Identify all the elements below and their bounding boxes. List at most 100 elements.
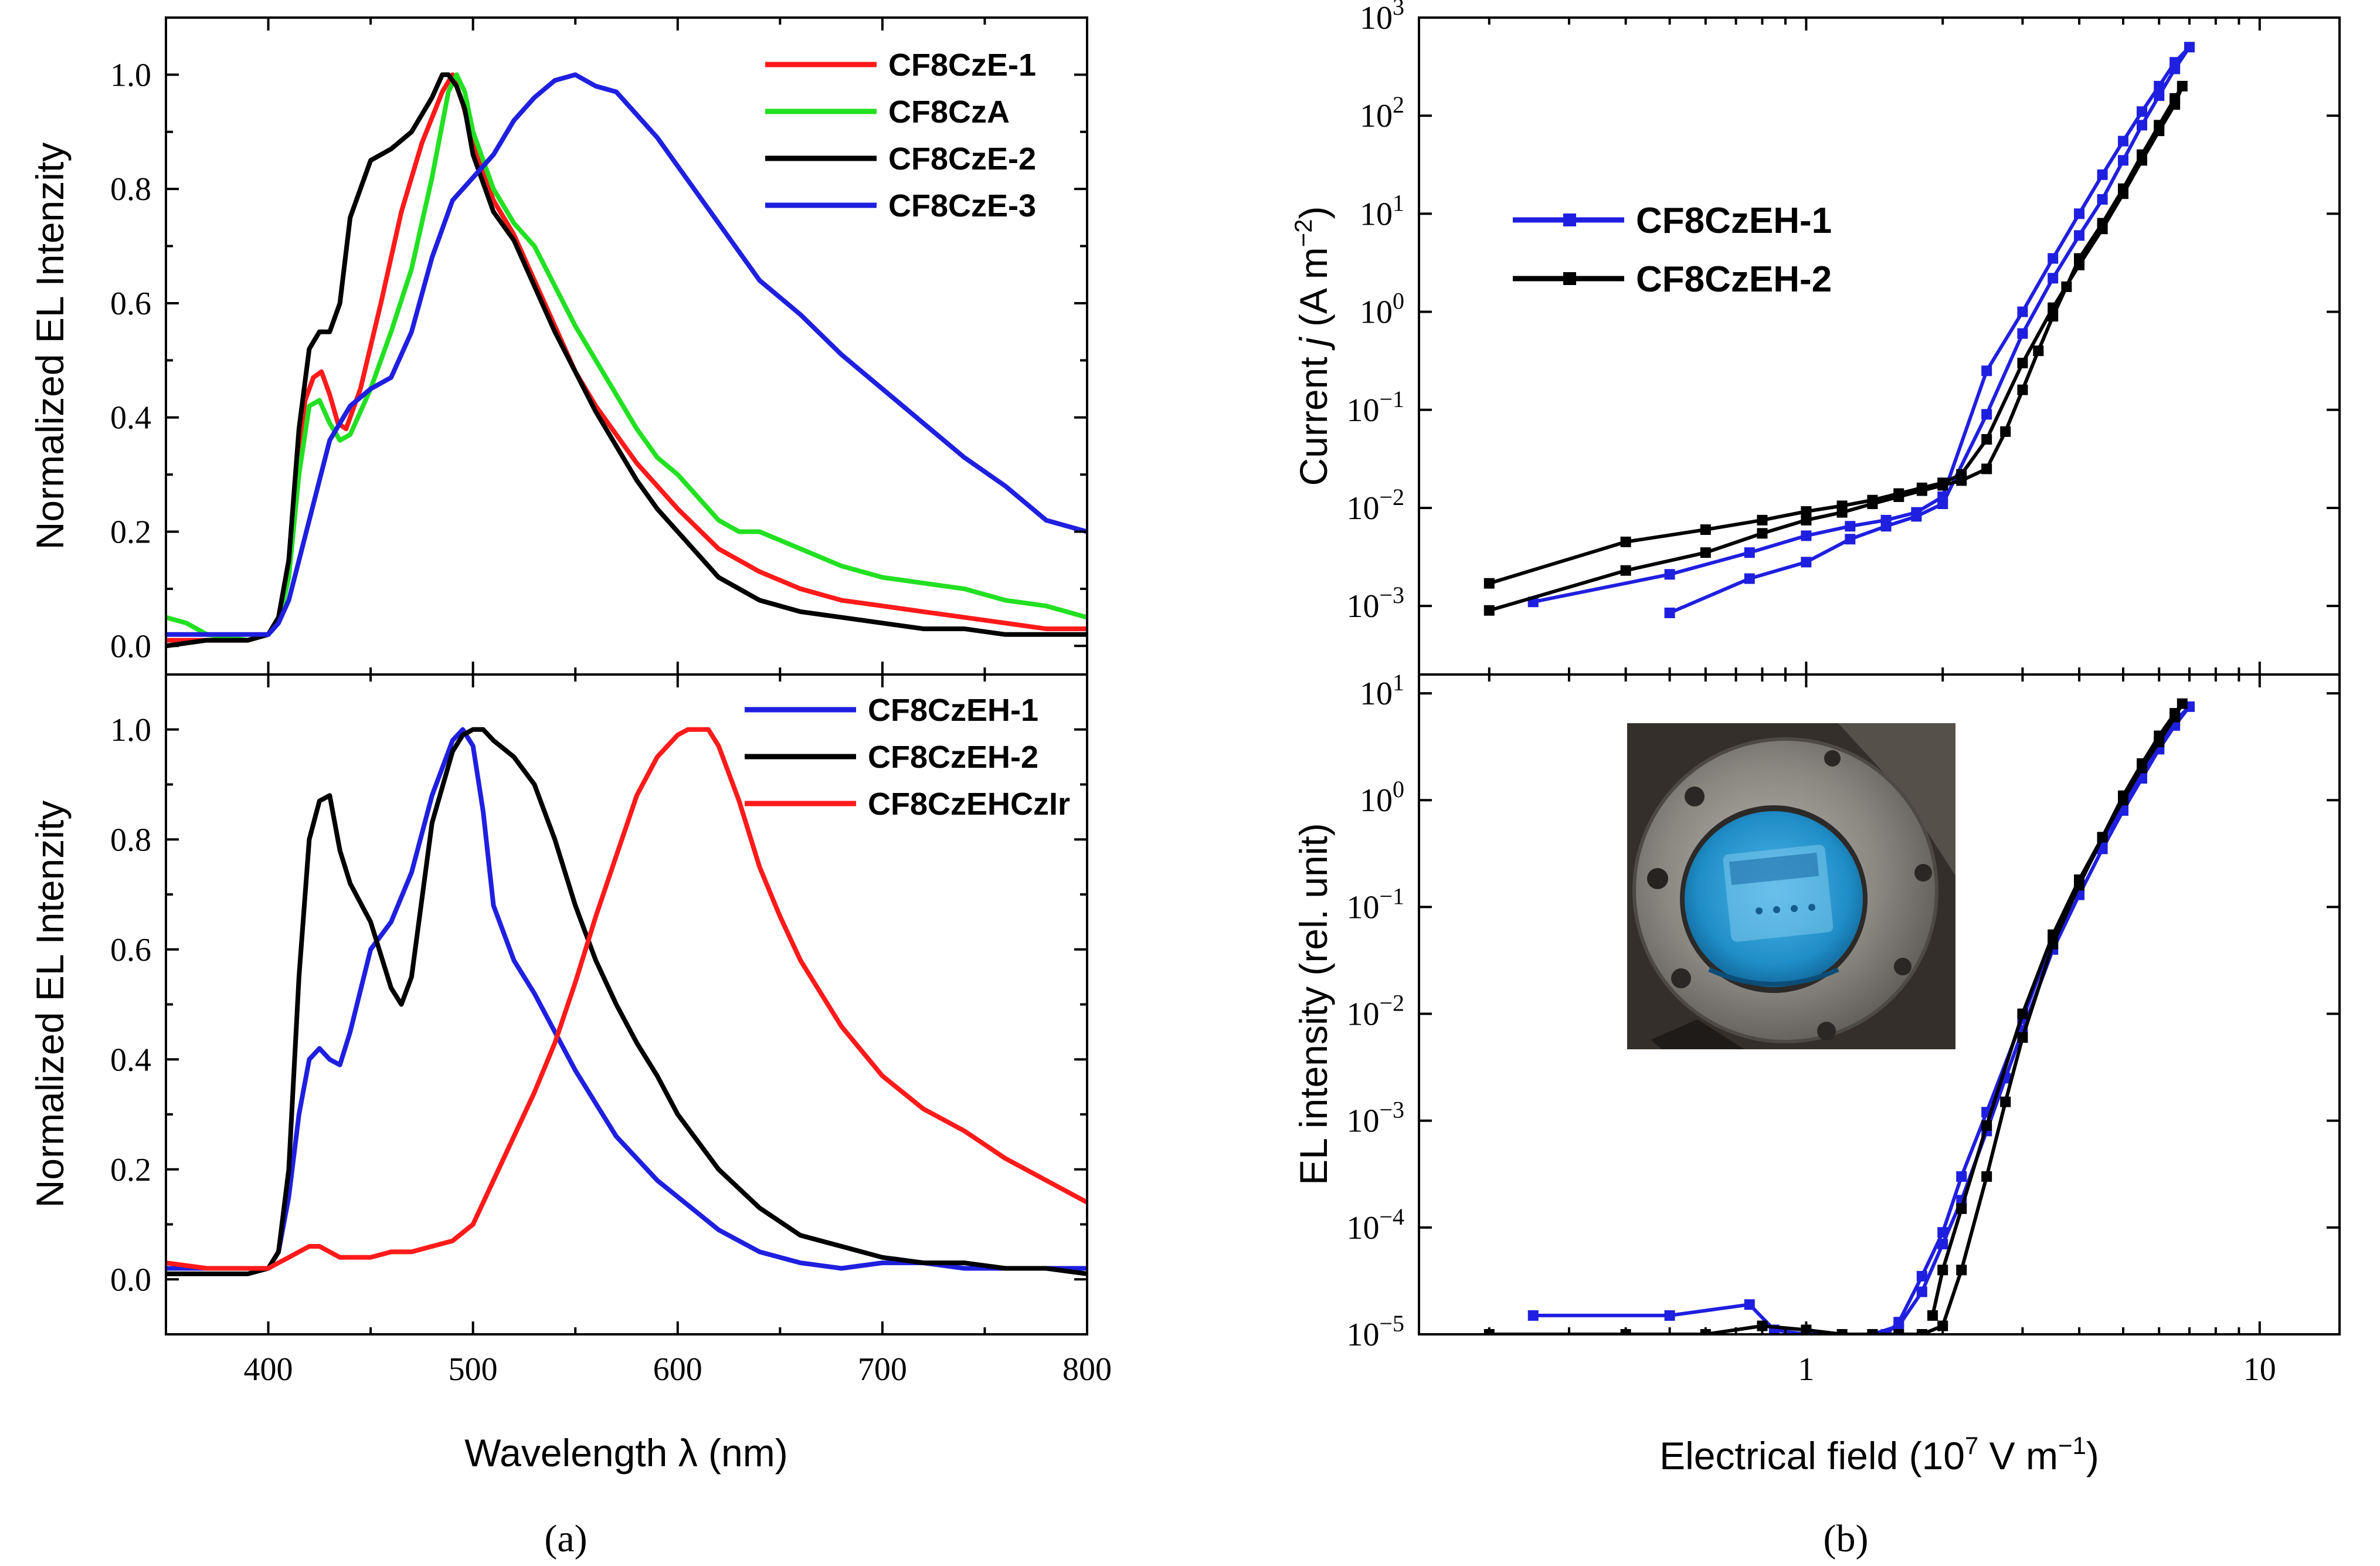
a-top-y-tick-label: 0.2 (110, 514, 151, 551)
a-top-legend-label: CF8CzE-2 (888, 141, 1036, 177)
b-top-point-cf8czeh-1 (2074, 208, 2085, 219)
a-top-legend: CF8CzE-1 CF8CzA CF8CzE-2 CF8CzE-3 (765, 48, 1036, 223)
b-bottom-point-cf8czeh-1 (1937, 1239, 1948, 1250)
b-top-point-cf8czeh-1 (2097, 169, 2108, 180)
b-top-y-tick-label: 10−3 (1346, 582, 1404, 625)
b-bottom-y-axis-title: EL intensity (rel. unit) (1292, 823, 1335, 1185)
a-top-y-tick-label: 0.4 (110, 400, 151, 436)
b-top-point-cf8czeh-1 (2017, 306, 2028, 317)
b-bottom-y-tick-label: 10−1 (1346, 883, 1404, 926)
a-bottom-x-tick-label: 400 (244, 1351, 293, 1388)
b-top-point-cf8czeh-1 (2074, 230, 2085, 241)
a-top-series-cf8cze-3 (166, 72, 1087, 637)
b-top-plot-frame (1418, 16, 2341, 676)
a-bottom-y-tick-label: 0.4 (110, 1042, 151, 1078)
b-bottom-x-tick-label: 10 (2243, 1351, 2276, 1388)
a-top-legend-label: CF8CzE-1 (888, 48, 1036, 83)
b-top-y-tick-label: 100 (1360, 288, 1404, 331)
a-bottom-x-tick-label: 600 (653, 1351, 702, 1388)
b-bottom-y-tick-label: 100 (1360, 776, 1404, 819)
b-top-point-cf8czeh-2 (2033, 345, 2044, 357)
b-bottom-point-cf8czeh-2 (1757, 1320, 1768, 1331)
b-top-point-cf8czeh-2 (1483, 605, 1495, 616)
b-top-point-cf8czeh-2 (2048, 311, 2059, 322)
b-top-point-cf8czeh-1 (1937, 491, 1948, 502)
b-top-point-cf8czeh-1 (1845, 521, 1856, 532)
b-bottom-point-cf8czeh-2 (2169, 711, 2181, 723)
b-top-point-cf8czeh-2 (2074, 259, 2085, 270)
b-top-point-cf8czeh-2 (1801, 506, 1812, 517)
b-top-point-cf8czeh-1 (1801, 557, 1812, 568)
b-top-point-cf8czeh-2 (1836, 500, 1848, 511)
b-top-legend: CF8CzEH-1 CF8CzEH-2 (1513, 201, 1832, 300)
a-top-y-tick-label: 0.6 (110, 286, 151, 322)
b-top-y-tick-label: 102 (1360, 91, 1404, 134)
a-bottom-legend-label: CF8CzEH-2 (868, 740, 1038, 775)
b-top-y-tick-label: 10−1 (1346, 386, 1404, 429)
b-bottom-point-cf8czeh-2 (2017, 1032, 2028, 1043)
b-bottom-point-cf8czeh-2 (1937, 1320, 1948, 1331)
b-top-series-cf8czeh-2 (1488, 84, 2184, 612)
b-top-legend-marker (1563, 213, 1576, 226)
b-bottom-point-cf8czeh-2 (1893, 1329, 1904, 1334)
b-top-point-cf8czeh-2 (1700, 547, 1711, 558)
b-bottom-point-cf8czeh-1 (1664, 1310, 1675, 1321)
b-top-point-cf8czeh-1 (2154, 90, 2165, 101)
a-bottom-series-cf8czeh-2 (166, 727, 1087, 1276)
b-top-legend-label: CF8CzEH-1 (1636, 201, 1832, 241)
a-bottom-y-tick-label: 0.0 (110, 1262, 151, 1298)
b-bottom-point-cf8czeh-2 (2117, 795, 2128, 806)
b-top-point-cf8czeh-1 (1880, 514, 1892, 526)
b-bottom-point-cf8czeh-2 (2154, 737, 2165, 748)
a-x-axis-title: Wavelength λ (nm) (464, 1431, 787, 1475)
b-bottom-point-cf8czeh-2 (1956, 1203, 1967, 1214)
b-bottom-y-tick-label: 10−4 (1346, 1204, 1404, 1246)
b-top-point-cf8czeh-2 (2048, 302, 2059, 313)
b-bottom-series-cf8czeh-2 (1489, 701, 2184, 1334)
a-top-series-cf8cza (166, 72, 1087, 643)
a-bottom-y-tick-label: 0.2 (110, 1152, 151, 1188)
b-bottom-point-cf8czeh-1 (1916, 1286, 1927, 1297)
b-bottom-y-tick-label: 10−2 (1346, 990, 1404, 1033)
b-bottom-point-cf8czeh-1 (1956, 1171, 1967, 1182)
b-top-point-cf8czeh-2 (2017, 384, 2028, 395)
b-top-point-cf8czeh-1 (2154, 80, 2165, 91)
a-top-legend-label: CF8CzE-3 (888, 188, 1036, 223)
b-bottom-point-cf8czeh-1 (1880, 1329, 1892, 1334)
b-top-legend-label: CF8CzEH-2 (1636, 259, 1832, 300)
b-top-y-axis-title: Current j (A m−2) (1289, 206, 1335, 486)
panel-a-top-chart: 0.00.20.40.60.81.0 CF8CzE-1CF8CzACF8CzE-… (110, 16, 1088, 676)
a-bottom-legend-label: CF8CzEHCzIr (868, 787, 1070, 822)
a-top-legend-label: CF8CzA (888, 94, 1010, 130)
b-top-point-cf8czeh-2 (1981, 463, 1992, 474)
b-top-point-cf8czeh-2 (1893, 488, 1904, 499)
b-bottom-y-tick-label: 101 (1360, 669, 1404, 712)
b-top-point-cf8czeh-1 (2017, 328, 2028, 339)
b-top-point-cf8czeh-1 (1744, 547, 1755, 558)
b-top-point-cf8czeh-2 (1981, 434, 1992, 445)
caption-a: (a) (544, 1517, 587, 1560)
b-bottom-x-tick-label: 1 (1798, 1351, 1814, 1388)
b-bottom-point-cf8czeh-2 (1981, 1120, 1992, 1131)
b-top-point-cf8czeh-1 (1664, 607, 1675, 618)
b-top-point-cf8czeh-2 (1757, 514, 1768, 526)
b-top-point-cf8czeh-2 (2137, 155, 2148, 166)
b-top-legend-marker (1563, 272, 1576, 285)
b-bottom-point-cf8czeh-2 (2074, 874, 2085, 885)
device-photo-inset (1627, 723, 1955, 1049)
b-top-point-cf8czeh-2 (1937, 477, 1948, 489)
b-bottom-point-cf8czeh-2 (1956, 1265, 1967, 1276)
a-bottom-legend-label: CF8CzEH-1 (868, 693, 1038, 728)
b-top-point-cf8czeh-2 (2177, 80, 2188, 91)
b-bottom-point-cf8czeh-2 (1916, 1329, 1927, 1334)
b-top-point-cf8czeh-1 (1911, 507, 1922, 518)
b-top-point-cf8czeh-2 (2097, 223, 2108, 235)
b-top-point-cf8czeh-1 (2048, 253, 2059, 264)
caption-b: (b) (1824, 1517, 1869, 1560)
a-bottom-y-tick-label: 0.6 (110, 932, 151, 968)
b-top-point-cf8czeh-2 (1757, 528, 1768, 539)
b-bottom-point-cf8czeh-1 (1527, 1310, 1539, 1321)
a-top-y-axis-title: Normalized EL Intenzity (28, 143, 72, 550)
